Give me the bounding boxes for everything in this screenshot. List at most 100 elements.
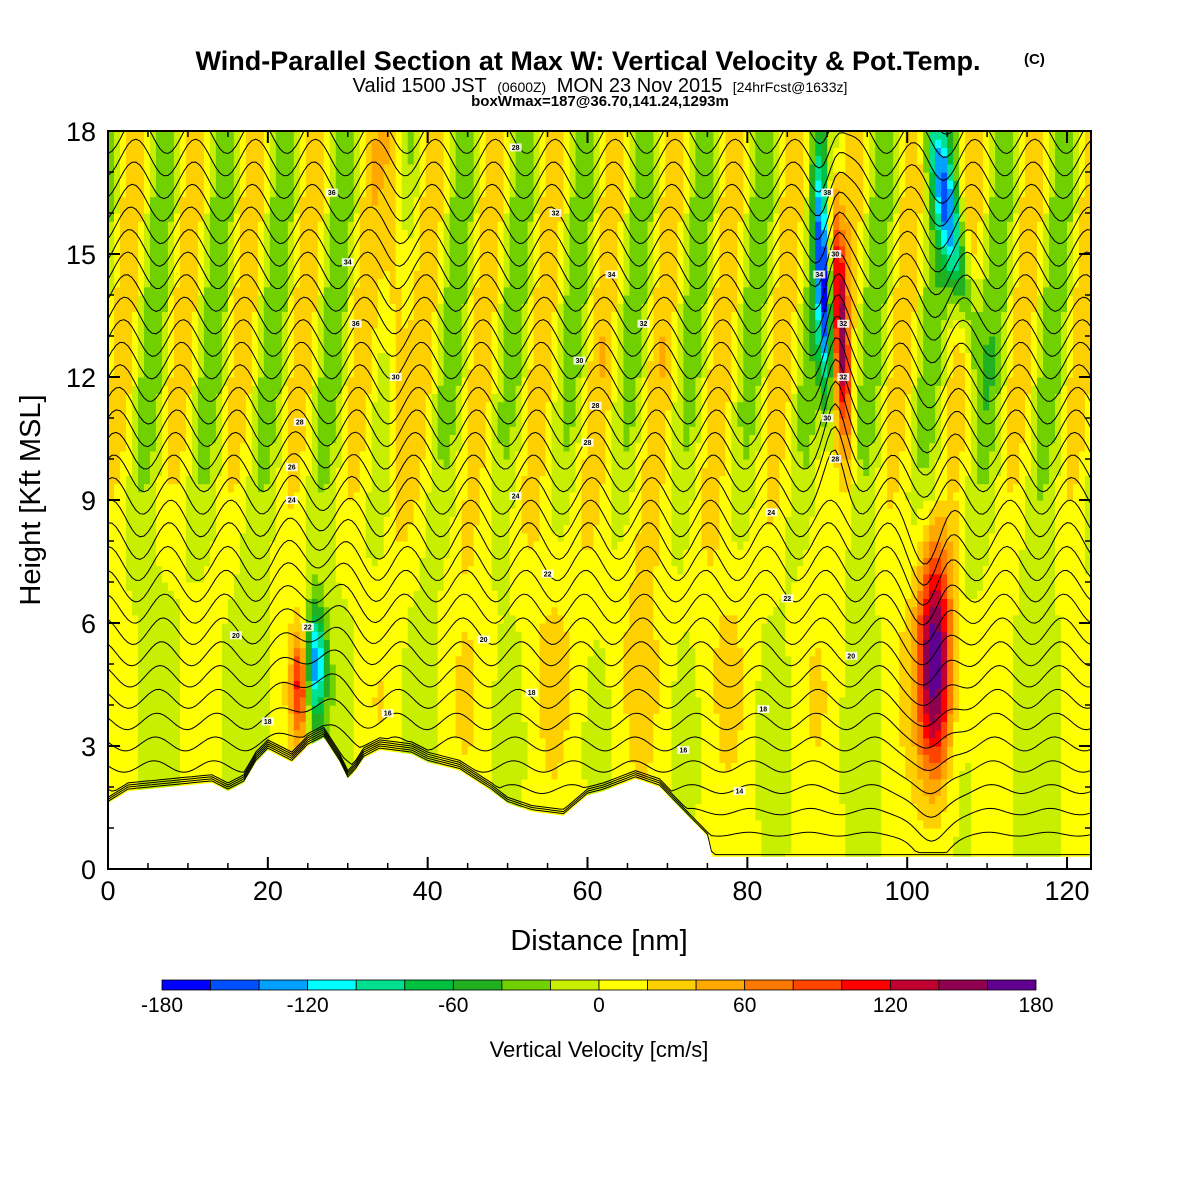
w-cell (863, 467, 870, 476)
w-cell (1025, 483, 1038, 493)
w-cell (1037, 229, 1044, 239)
w-cell (605, 655, 625, 665)
w-cell (917, 664, 924, 673)
w-cell (413, 500, 427, 509)
w-cell (995, 393, 1002, 403)
w-cell (623, 696, 661, 706)
w-cell (737, 639, 762, 649)
w-cell (629, 204, 655, 214)
w-cell (923, 713, 930, 722)
w-cell (108, 565, 127, 575)
w-cell (353, 713, 379, 722)
w-cell (503, 614, 517, 624)
w-cell (761, 368, 768, 378)
w-cell (623, 319, 643, 329)
w-cell (815, 262, 828, 271)
w-cell (689, 631, 720, 640)
w-cell (335, 680, 355, 690)
w-cell (329, 655, 355, 665)
w-cell (551, 524, 565, 534)
w-cell (995, 500, 1026, 509)
w-cell (1055, 565, 1086, 575)
w-cell (701, 541, 720, 550)
w-cell (521, 787, 589, 796)
w-cell (137, 442, 157, 452)
w-cell (359, 229, 397, 239)
w-cell (845, 245, 852, 255)
w-cell (857, 327, 864, 337)
w-cell (509, 204, 535, 214)
w-cell (791, 672, 810, 681)
w-cell (473, 664, 499, 673)
w-cell (671, 696, 702, 706)
w-cell (143, 254, 151, 263)
w-cell (545, 746, 565, 755)
w-cell (971, 229, 978, 239)
w-cell (119, 221, 139, 230)
w-cell (731, 762, 756, 772)
w-cell (833, 426, 840, 435)
w-cell (293, 303, 319, 312)
w-cell (1019, 475, 1026, 485)
w-cell (701, 426, 708, 435)
w-cell (251, 360, 259, 370)
w-cell (959, 516, 966, 526)
w-cell (701, 393, 708, 403)
w-cell (941, 221, 954, 230)
w-cell (137, 221, 145, 230)
w-cell (845, 377, 852, 386)
w-cell (137, 254, 145, 263)
w-cell (281, 344, 289, 353)
w-cell (743, 311, 762, 321)
w-cell (755, 385, 762, 394)
w-cell (521, 680, 541, 690)
w-cell (917, 582, 924, 591)
w-cell (335, 393, 343, 403)
w-cell (1025, 491, 1038, 501)
w-cell (947, 582, 954, 591)
w-cell (965, 500, 996, 509)
w-cell (641, 426, 649, 435)
w-cell (329, 237, 349, 247)
w-cell (108, 721, 139, 731)
w-cell (791, 844, 846, 854)
w-cell (125, 483, 139, 493)
w-cell (839, 377, 846, 386)
w-cell (755, 803, 792, 813)
w-cell (197, 319, 205, 329)
w-cell (875, 524, 924, 534)
w-cell (941, 647, 948, 657)
w-cell (347, 491, 355, 501)
w-cell (815, 467, 840, 476)
w-cell (947, 614, 954, 624)
w-cell (233, 262, 241, 271)
w-cell (473, 688, 493, 698)
w-cell (941, 614, 948, 624)
w-cell (959, 778, 972, 788)
w-cell (161, 311, 169, 321)
w-cell (251, 368, 259, 378)
w-cell (521, 639, 541, 649)
w-cell (293, 204, 301, 214)
w-cell (791, 680, 810, 690)
w-cell (108, 590, 133, 599)
w-cell (965, 483, 996, 493)
w-cell (881, 647, 900, 657)
w-cell (647, 434, 667, 444)
w-cell (461, 647, 475, 657)
w-cell (935, 229, 942, 239)
w-cell (695, 418, 702, 427)
w-cell (108, 295, 115, 304)
w-cell (149, 229, 169, 239)
w-cell (839, 787, 882, 796)
w-cell (1013, 360, 1032, 370)
w-cell (767, 286, 774, 296)
w-cell (551, 442, 565, 452)
w-cell (779, 229, 798, 239)
w-cell (677, 303, 685, 312)
w-cell (293, 491, 307, 501)
w-cell (701, 713, 720, 722)
valid-time: Valid 1500 JST (353, 75, 487, 97)
w-cell (617, 303, 625, 312)
w-cell (197, 360, 205, 370)
